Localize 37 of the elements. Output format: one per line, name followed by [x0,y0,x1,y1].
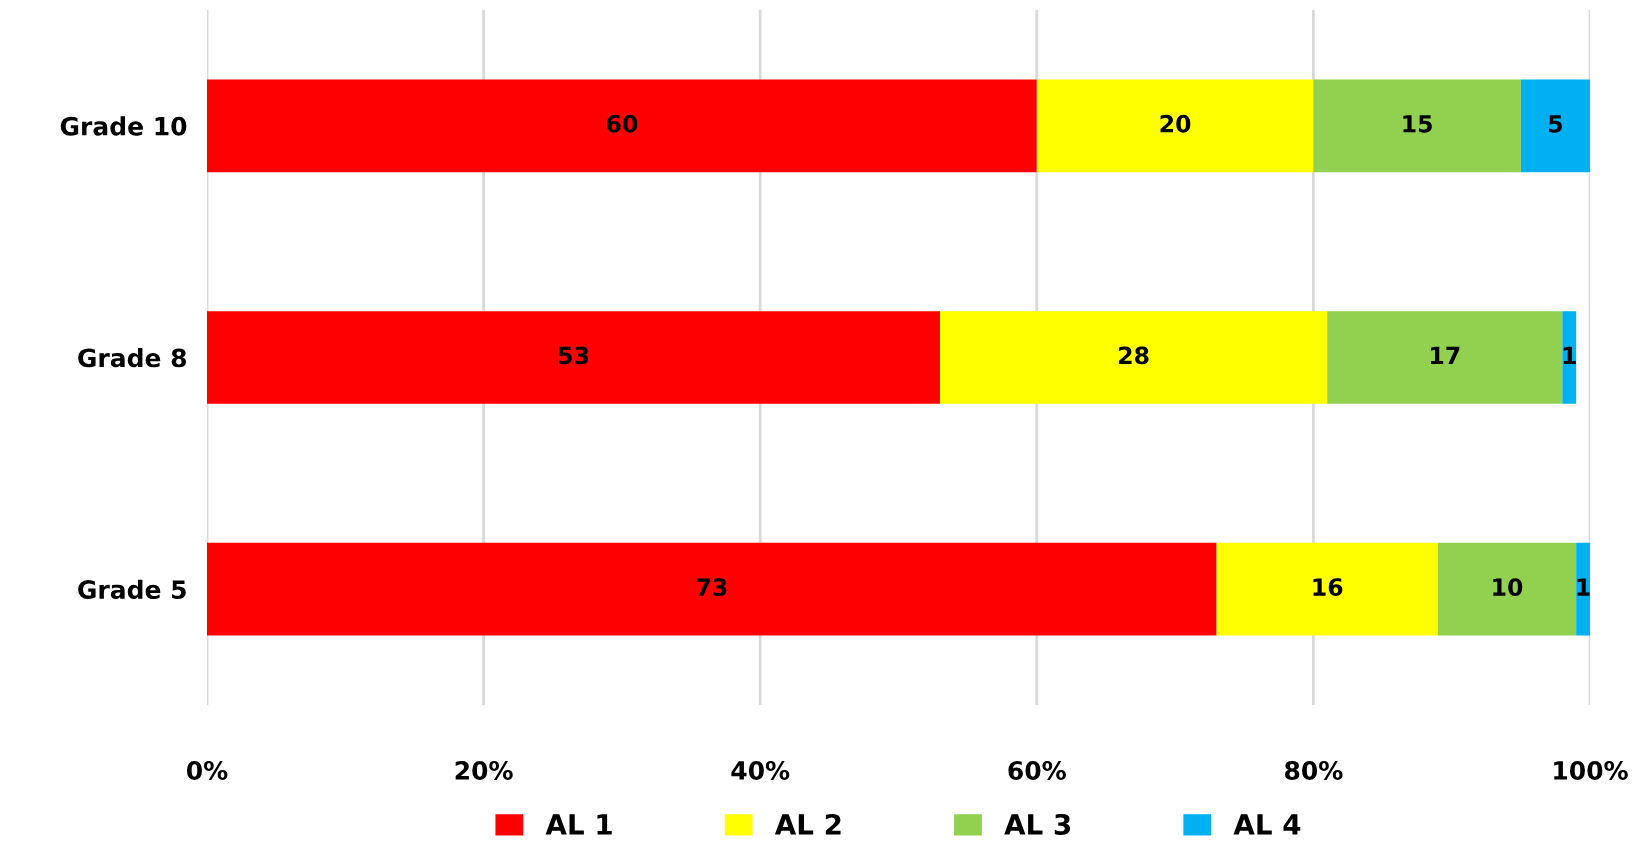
data-label: 16 [1313,578,1343,597]
data-label: 60 [606,114,638,133]
bar [1313,79,1521,173]
bar [1562,311,1577,404]
y-tick-label: Grade 10 [60,116,187,136]
x-tick-label: 100% [1554,761,1628,780]
data-label: 10 [1493,578,1523,597]
x-tick-label: 80% [1285,761,1343,780]
bar [1437,542,1577,636]
bar [1520,79,1590,173]
legend-label: AL 3 [1004,813,1071,835]
x-tick-label: 60% [1008,761,1066,780]
data-label: 1 [1577,578,1590,596]
bar [207,79,1037,173]
bar [1576,542,1590,636]
bar [1327,311,1563,404]
x-tick-label: 20% [455,761,513,780]
legend-label: AL 1 [545,814,612,835]
bar [1036,79,1314,173]
bar [207,311,940,404]
data-label: 17 [1431,346,1460,365]
data-label: 28 [1119,346,1149,365]
data-label: 15 [1403,115,1432,133]
legend-label: AL 4 [1233,814,1301,835]
data-label: 1 [1563,346,1576,365]
data-label: 5 [1549,115,1562,133]
data-label: 53 [558,346,589,365]
legend-label: AL 2 [774,813,841,835]
y-tick-label: Grade 8 [78,348,187,368]
bar [1216,542,1438,636]
x-tick-label: 40% [731,761,790,780]
bar [939,311,1328,404]
data-label: 73 [696,578,727,597]
data-label: 20 [1160,114,1191,133]
x-tick-label: 0% [186,761,228,780]
bar [207,542,1217,636]
y-tick-label: Grade 5 [78,579,186,600]
